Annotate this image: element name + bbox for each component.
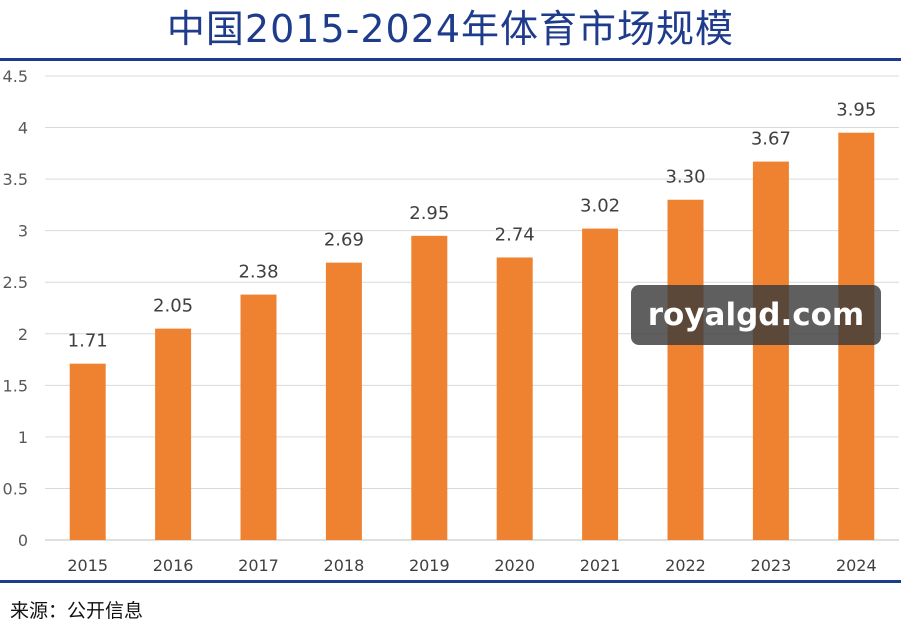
value-label: 2.05 <box>153 296 193 317</box>
bar-2019 <box>411 235 448 541</box>
bar-2023 <box>752 161 789 541</box>
y-tick-label: 0 <box>18 531 28 550</box>
y-tick-label: 4.5 <box>3 67 28 86</box>
value-label: 2.38 <box>238 262 278 283</box>
value-label: 3.67 <box>751 129 791 150</box>
value-label: 2.95 <box>409 203 449 224</box>
x-tick-label: 2019 <box>409 556 450 575</box>
y-tick-label: 3.5 <box>3 170 28 189</box>
x-tick-label: 2021 <box>580 556 621 575</box>
value-label: 2.69 <box>324 230 364 251</box>
value-label: 2.74 <box>495 224 535 245</box>
bar-2015 <box>69 363 106 540</box>
bar-2017 <box>240 294 277 540</box>
y-axis-ticks: 0 0.5 1 1.5 2 2.5 3 3.5 4 4.5 <box>3 67 28 550</box>
bars <box>69 132 875 541</box>
y-tick-label: 2 <box>18 325 28 344</box>
x-tick-label: 2018 <box>324 556 365 575</box>
x-tick-label: 2017 <box>238 556 279 575</box>
x-tick-label: 2015 <box>67 556 108 575</box>
value-label: 3.95 <box>836 100 876 121</box>
bar-2021 <box>582 228 619 541</box>
source-note: 来源：公开信息 <box>10 600 144 622</box>
y-tick-label: 1.5 <box>3 376 28 395</box>
y-tick-label: 1 <box>18 428 28 447</box>
y-tick-label: 0.5 <box>3 479 28 498</box>
value-label: 1.71 <box>68 331 108 352</box>
value-label: 3.30 <box>665 167 705 188</box>
title-divider <box>0 58 901 61</box>
bar-2022 <box>667 199 704 540</box>
y-tick-label: 2.5 <box>3 273 28 292</box>
footer-divider <box>0 580 901 583</box>
watermark: royalgd.com <box>631 285 881 345</box>
bar-2020 <box>496 257 533 540</box>
bar-2016 <box>155 328 192 540</box>
x-tick-label: 2024 <box>836 556 877 575</box>
x-tick-label: 2016 <box>153 556 194 575</box>
x-tick-label: 2023 <box>751 556 792 575</box>
x-tick-label: 2022 <box>665 556 706 575</box>
bar-2018 <box>325 262 362 540</box>
value-label: 3.02 <box>580 196 620 217</box>
y-tick-label: 3 <box>18 222 28 241</box>
y-tick-label: 4 <box>18 119 28 138</box>
chart-title: 中国2015-2024年体育市场规模 <box>166 7 735 51</box>
x-tick-label: 2020 <box>494 556 535 575</box>
value-labels: 1.71 2.05 2.38 2.69 2.95 2.74 3.02 3.30 3.67 3.95 <box>68 100 877 352</box>
x-axis-ticks: 2015 2016 2017 2018 2019 2020 2021 2022 2023 2024 <box>67 556 876 575</box>
